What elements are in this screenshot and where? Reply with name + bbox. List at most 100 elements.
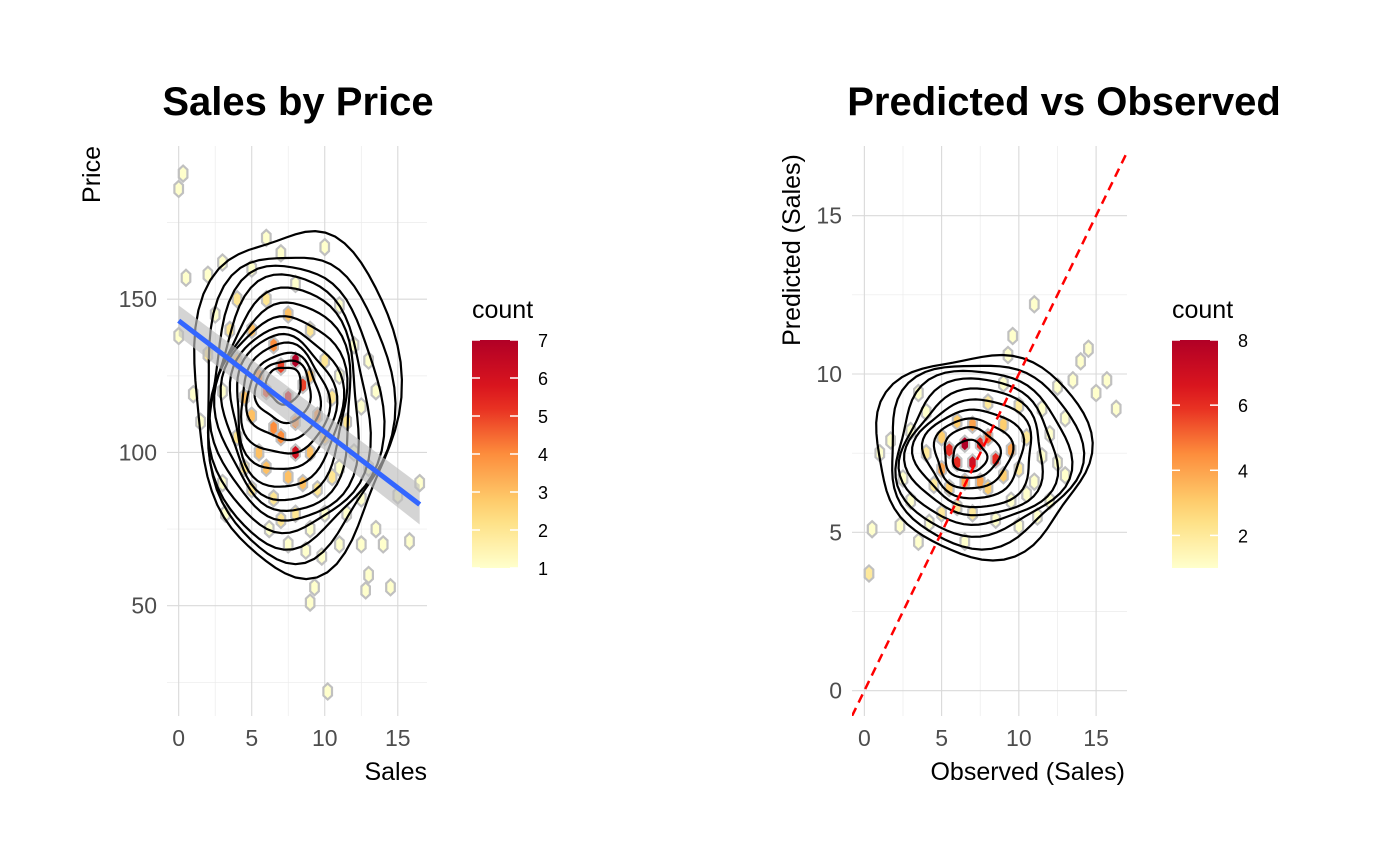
- density-contour-line: [875, 353, 1094, 562]
- density-contour-line: [943, 425, 1003, 479]
- x-tick-label: 0: [858, 725, 871, 751]
- hexbin-cell: [282, 467, 294, 487]
- hexbin-cell: [404, 531, 415, 551]
- legend-tick-label: 6: [538, 369, 548, 389]
- x-tick-label: 10: [1006, 725, 1032, 751]
- density-contours: [875, 353, 1094, 562]
- hexbin-cell: [360, 580, 371, 600]
- x-axis-title: Sales: [364, 758, 427, 786]
- y-tick-label: 150: [119, 286, 157, 312]
- legend-tick-label: 6: [1238, 396, 1248, 416]
- legend-colorbar: [1172, 340, 1218, 568]
- density-contour-line: [902, 387, 1044, 517]
- y-tick-label: 5: [829, 519, 842, 545]
- grid-lines: [167, 146, 427, 716]
- legend-tick-label: 2: [1238, 526, 1248, 546]
- hexbin-cell: [355, 396, 367, 417]
- density-contour-line: [932, 417, 1015, 490]
- legend-tick-label: 2: [538, 521, 548, 541]
- hexbin-cell: [282, 304, 294, 325]
- density-contour-line: [219, 315, 349, 502]
- hexbin-cell: [1101, 370, 1113, 390]
- hexbin-cell: [377, 534, 389, 554]
- density-contour-line: [891, 364, 1086, 551]
- hexbin-cell: [997, 465, 1009, 485]
- hexbin-cell: [959, 434, 971, 454]
- density-contour-line: [239, 341, 332, 455]
- hexbin-cell: [1059, 465, 1071, 485]
- hexbin-cell: [912, 383, 924, 403]
- legend-tick-label: 4: [538, 445, 548, 465]
- density-contour-line: [910, 398, 1033, 509]
- x-axis-title: Observed (Sales): [930, 758, 1125, 786]
- density-contour-line: [951, 438, 989, 473]
- hexbin-cell: [177, 164, 189, 184]
- hexbin-cell: [180, 268, 192, 288]
- legend-tick-label: 8: [1238, 331, 1248, 351]
- hexbin-cell: [385, 577, 396, 597]
- hexbin-cell: [173, 179, 185, 199]
- y-tick-label: 10: [816, 361, 842, 387]
- hexbin-cell: [363, 565, 374, 585]
- grid-lines: [852, 146, 1127, 716]
- hexbin-cell: [982, 478, 994, 498]
- hexbin-cell: [967, 415, 978, 435]
- density-contour-line: [894, 369, 1074, 538]
- hexbin-cell: [1007, 326, 1019, 346]
- hexbin-cell: [1090, 383, 1102, 403]
- hexbin-cell: [322, 681, 334, 702]
- density-contour-line: [236, 332, 339, 471]
- hexbin-cell: [1028, 472, 1040, 492]
- density-contour-line: [206, 256, 397, 566]
- x-tick-label: 15: [1083, 725, 1109, 751]
- legend-tick-label: 5: [538, 407, 548, 427]
- hexbin-cell: [866, 519, 878, 539]
- hexbin-cell: [982, 392, 994, 413]
- x-tick-label: 0: [172, 725, 185, 751]
- x-tick-label: 5: [935, 725, 948, 751]
- hexbin-cell: [304, 593, 316, 613]
- regression-line: [177, 318, 422, 507]
- chart-panel-2: 0 5 10 15 0 5 10 15 Predicted vs Observed Observe…: [778, 80, 1281, 786]
- y-tick-label: 100: [119, 439, 157, 465]
- x-tick-label: 15: [385, 725, 411, 751]
- hexbin-cell: [863, 563, 875, 584]
- hexbin-cell: [912, 532, 924, 552]
- hexbin-cell: [355, 534, 367, 554]
- y-tick-label: 50: [131, 593, 157, 619]
- hexbin-cell: [967, 503, 978, 523]
- legend-title: count: [472, 296, 533, 324]
- hexbin-cell: [316, 547, 328, 567]
- hexbin-cell: [1075, 351, 1087, 371]
- density-contour-line: [213, 301, 352, 513]
- hexbin-cell: [1028, 294, 1040, 314]
- x-tick-label: 10: [312, 725, 338, 751]
- y-axis-title: Price: [78, 146, 106, 203]
- y-axis-title: Predicted (Sales): [778, 154, 806, 346]
- x-tick-label: 5: [245, 725, 258, 751]
- y-tick-label: 0: [829, 678, 842, 704]
- legend-tick-label: 7: [538, 331, 548, 351]
- density-contour-line: [228, 326, 346, 488]
- density-contour-line: [208, 286, 360, 522]
- hexbin-cell: [319, 237, 331, 257]
- density-contour-line: [245, 351, 322, 442]
- y-tick-label: 15: [816, 203, 842, 229]
- count-legend: count 1 2 3 4 5 6 7: [472, 296, 548, 579]
- chart-title: Predicted vs Observed: [847, 80, 1281, 124]
- legend-tick-label: 3: [538, 483, 548, 503]
- density-contour-line: [193, 229, 404, 581]
- legend-tick-label: 4: [1238, 461, 1248, 481]
- hexbin-cell: [1110, 399, 1122, 419]
- chart-title: Sales by Price: [162, 80, 433, 124]
- hexbin-cell: [217, 381, 228, 401]
- count-legend: count 2 4 6 8: [1172, 296, 1248, 568]
- legend-tick-label: 1: [538, 559, 548, 579]
- legend-title: count: [1172, 296, 1233, 324]
- hexbin-cell: [260, 228, 272, 248]
- density-contours: [193, 229, 404, 581]
- hexbin-cell: [370, 519, 382, 539]
